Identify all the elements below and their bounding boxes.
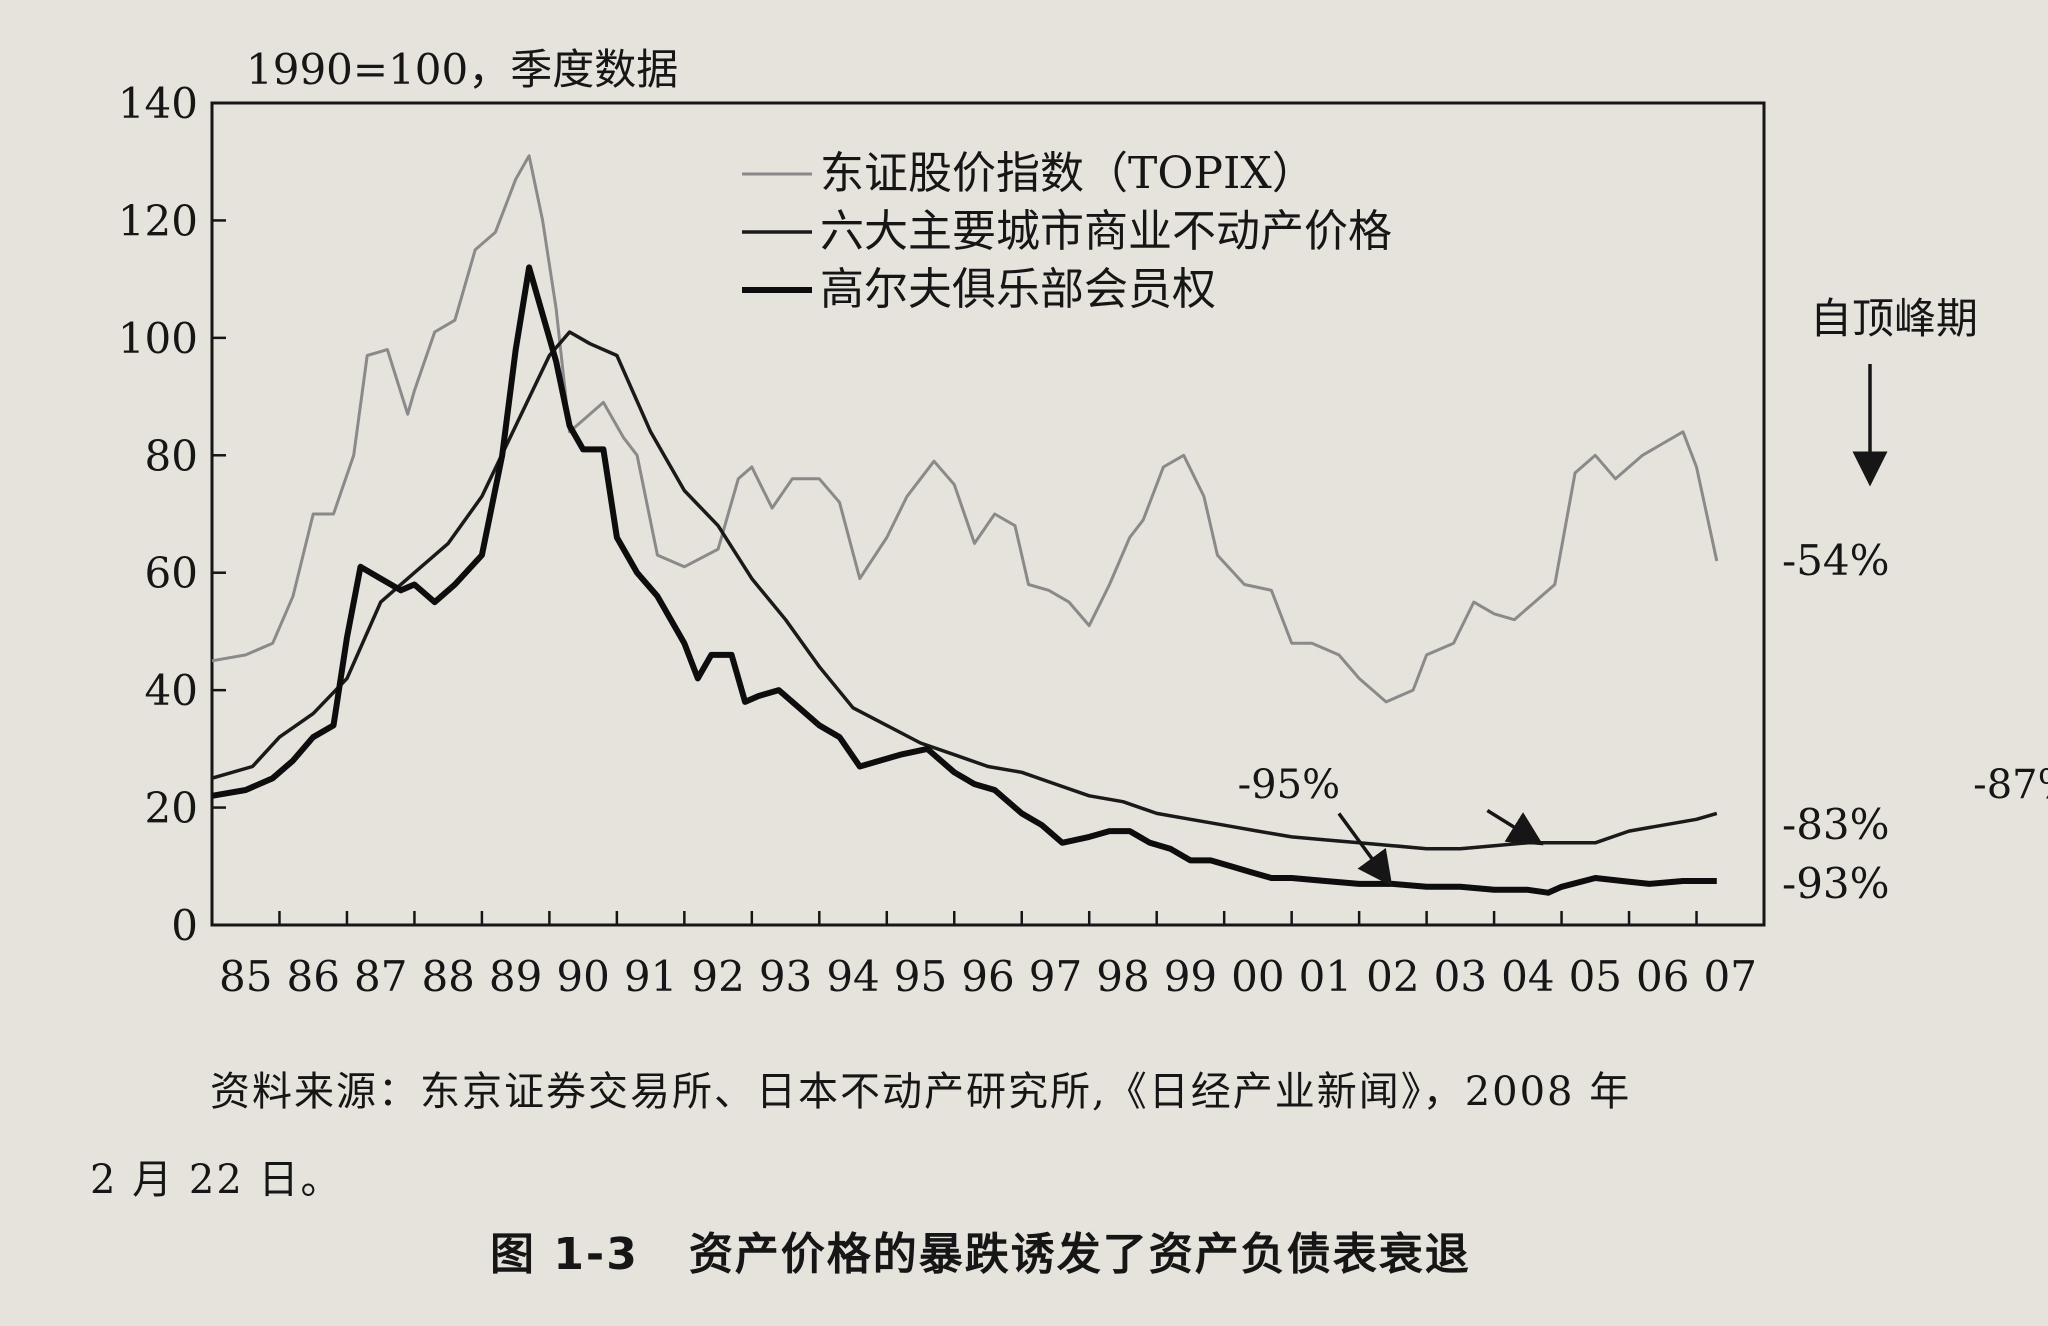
series-line-2	[211, 330, 1718, 851]
y-tick-label: 120	[118, 196, 198, 245]
x-tick-label: 99	[1164, 952, 1217, 1001]
right-pct-label-3: -93%	[1782, 859, 1890, 908]
y-tick-label: 20	[145, 784, 198, 833]
y-tick-label: 60	[145, 549, 198, 598]
x-tick-label: 87	[354, 952, 407, 1001]
figure-title: 资产价格的暴跌诱发了资产负债表衰退	[688, 1229, 1471, 1280]
x-tick-label: 94	[826, 952, 879, 1001]
x-tick-label: 97	[1029, 952, 1082, 1001]
figure-number: 图 1-3	[490, 1229, 639, 1280]
right-pct-label-2: -83%	[1782, 800, 1890, 849]
source-line-1: 资料来源：东京证券交易所、日本不动产研究所,《日经产业新闻》，2008 年	[210, 1069, 1632, 1115]
y-tick-label: 100	[118, 314, 198, 363]
right-pct-label-1: -54%	[1782, 536, 1890, 585]
source-note: 资料来源：东京证券交易所、日本不动产研究所,《日经产业新闻》，2008 年 2 …	[90, 1048, 2010, 1203]
x-tick-label: 06	[1636, 952, 1689, 1001]
y-tick-label: 0	[171, 901, 198, 950]
x-tick-label: 85	[219, 952, 272, 1001]
x-tick-label: 04	[1501, 952, 1554, 1001]
x-tick-label: 93	[759, 952, 812, 1001]
legend-label-2: 六大主要城市商业不动产价格	[820, 206, 1392, 257]
right-header-label: 自顶峰期	[1810, 294, 1978, 343]
series-line-3	[211, 264, 1717, 896]
series-line-1	[211, 154, 1719, 704]
x-tick-label: 03	[1434, 952, 1487, 1001]
x-tick-label: 92	[691, 952, 744, 1001]
x-tick-label: 96	[961, 952, 1014, 1001]
x-tick-label: 05	[1569, 952, 1622, 1001]
x-tick-label: 02	[1366, 952, 1419, 1001]
figure-caption: 图 1-3 资产价格的暴跌诱发了资产负债表衰退	[490, 1218, 1471, 1282]
plot-frame	[210, 101, 1766, 927]
x-tick-label: 07	[1704, 952, 1757, 1001]
annotation-label-1: -95%	[1238, 762, 1340, 808]
annotation-label-2: -87%	[1973, 762, 2048, 808]
x-tick-label: 86	[286, 952, 339, 1001]
x-tick-label: 90	[556, 952, 609, 1001]
x-tick-label: 00	[1231, 952, 1284, 1001]
annotation-arrow-2	[1486, 809, 1544, 846]
legend-label-3: 高尔夫俱乐部会员权	[820, 264, 1216, 315]
x-tick-label: 88	[421, 952, 474, 1001]
chart-annotations: -95% -87% 自顶峰期 -54% -83% -93%	[1238, 294, 2048, 908]
annotation-arrow-1	[1337, 812, 1393, 887]
y-tick-label: 40	[145, 666, 198, 715]
y-tick-label: 140	[118, 79, 198, 128]
x-tick-label: 01	[1299, 952, 1352, 1001]
legend-label-1: 东证股价指数（TOPIX）	[820, 148, 1316, 199]
x-tick-label: 95	[894, 952, 947, 1001]
x-tick-label: 89	[489, 952, 542, 1001]
source-line-2: 2 月 22 日。	[90, 1157, 343, 1203]
x-tick-label: 91	[624, 952, 677, 1001]
y-tick-label: 80	[145, 431, 198, 480]
y-unit-label: 1990=100，季度数据	[246, 45, 679, 94]
x-tick-label: 98	[1096, 952, 1149, 1001]
